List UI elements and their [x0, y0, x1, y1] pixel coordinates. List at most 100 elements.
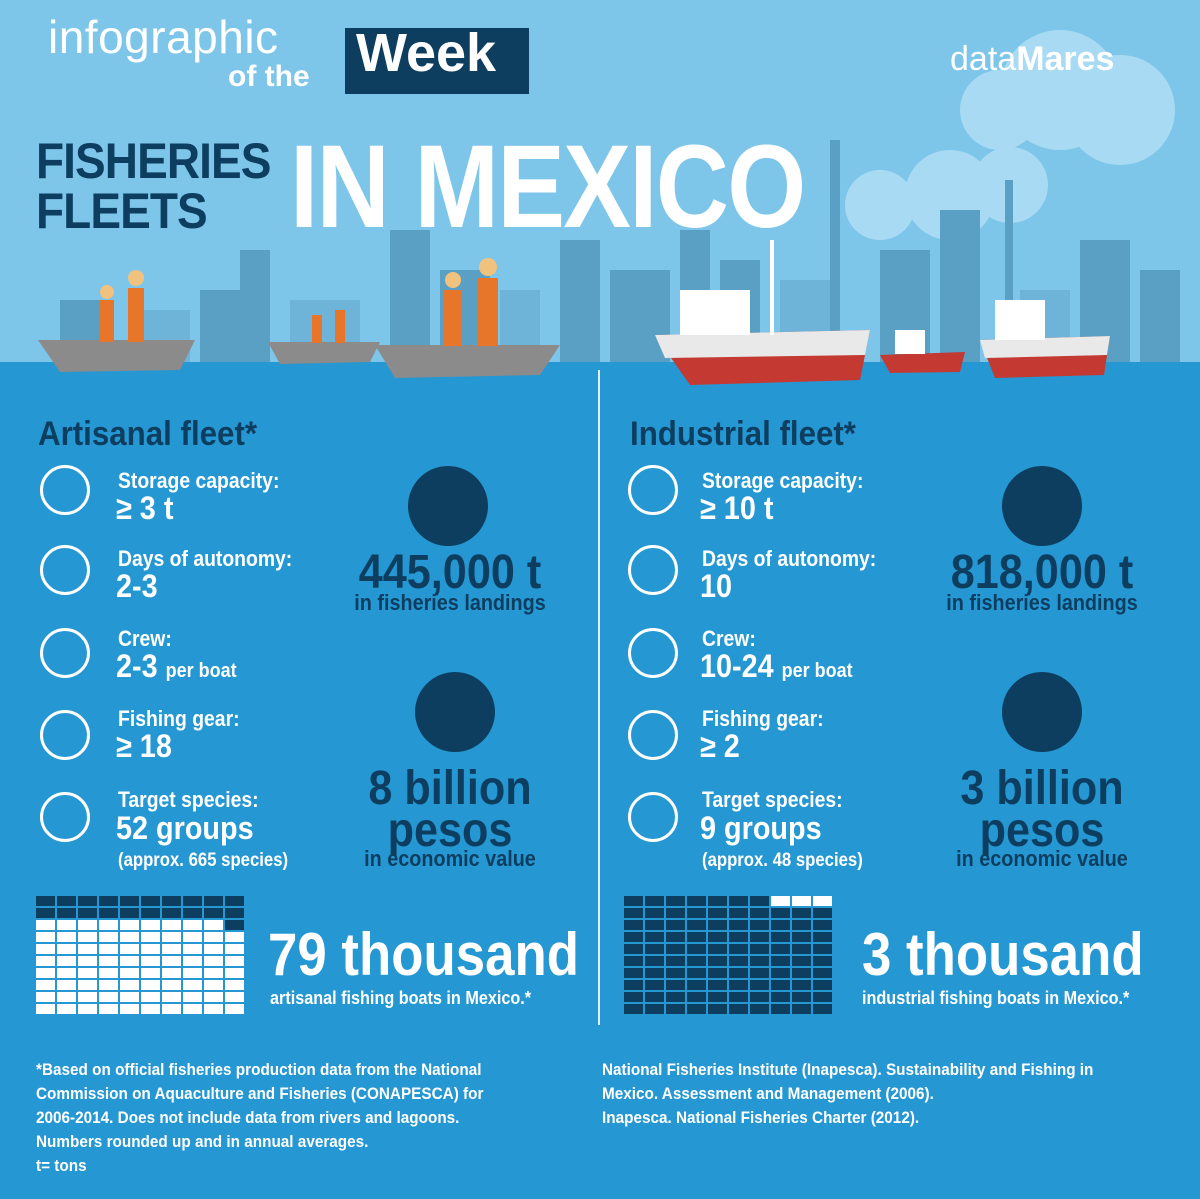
- boat-cell-empty: [771, 932, 790, 942]
- boat-cell-empty: [666, 1004, 685, 1014]
- boat-cell-filled: [78, 980, 97, 990]
- dollar-sign-icon: [415, 672, 495, 752]
- boat-cell-filled: [141, 956, 160, 966]
- boat-cell-filled: [57, 956, 76, 966]
- boat-cell-filled: [36, 980, 55, 990]
- brand-week-text: Week: [356, 23, 497, 83]
- boat-cell-empty: [645, 920, 664, 930]
- boat-cell-empty: [624, 896, 643, 906]
- boat-cell-empty: [162, 908, 181, 918]
- boat-cell-filled: [57, 920, 76, 930]
- boat-cell-empty: [813, 1004, 832, 1014]
- boat-cell-filled: [36, 1004, 55, 1014]
- boat-cell-empty: [729, 956, 748, 966]
- boat-cell-filled: [120, 956, 139, 966]
- boat-cell-filled: [141, 1004, 160, 1014]
- boat-cell-filled: [78, 956, 97, 966]
- boat-cell-empty: [645, 896, 664, 906]
- boat-cell-empty: [645, 1004, 664, 1014]
- boat-cell-filled: [141, 920, 160, 930]
- boat-cell-filled: [36, 944, 55, 954]
- artisanal-boats: [38, 258, 560, 378]
- boat-cell-empty: [666, 956, 685, 966]
- boat-cell-empty: [666, 944, 685, 954]
- boat-cell-empty: [771, 1004, 790, 1014]
- artisanal-species-label: Target species:: [118, 787, 259, 812]
- artisanal-economic-line2: pesos: [387, 804, 513, 857]
- industrial-crew-label: Crew:: [702, 626, 756, 651]
- boat-cell-filled: [141, 992, 160, 1002]
- artisanal-species-note: (approx. 665 species): [118, 850, 289, 871]
- footnote-left-line: t= tons: [36, 1156, 87, 1175]
- boat-cell-empty: [771, 920, 790, 930]
- boat-cell-empty: [792, 920, 811, 930]
- boat-cell-empty: [666, 932, 685, 942]
- boat-cell-empty: [183, 908, 202, 918]
- boat-cell-empty: [666, 980, 685, 990]
- boat-cell-empty: [708, 896, 727, 906]
- boat-cell-empty: [708, 1004, 727, 1014]
- boat-cell-empty: [750, 908, 769, 918]
- boat-cell-empty: [813, 980, 832, 990]
- boat-cell-empty: [750, 920, 769, 930]
- artisanal-boats-grid: [36, 896, 244, 1014]
- ship-wheel-icon: [628, 545, 678, 595]
- boat-cell-empty: [687, 920, 706, 930]
- boat-cell-empty: [750, 944, 769, 954]
- boat-cell-empty: [771, 956, 790, 966]
- boat-cell-empty: [771, 980, 790, 990]
- harbor-scene-illustration: [38, 30, 1180, 385]
- artisanal-economic-label: in economic value: [364, 846, 536, 871]
- industrial-boats: [655, 240, 1110, 385]
- boat-cell-empty: [750, 980, 769, 990]
- boat-cell-empty: [687, 932, 706, 942]
- industrial-storage-label: Storage capacity:: [702, 468, 864, 493]
- fisherman-icon: [628, 628, 678, 678]
- boat-cell-empty: [729, 920, 748, 930]
- boat-cell-empty: [750, 932, 769, 942]
- boat-cell-empty: [750, 1004, 769, 1014]
- boat-cell-empty: [666, 896, 685, 906]
- boat-cell-empty: [792, 944, 811, 954]
- boat-cell-filled: [78, 992, 97, 1002]
- boat-cell-filled: [225, 956, 244, 966]
- boat-cell-empty: [750, 896, 769, 906]
- boat-cell-filled: [120, 944, 139, 954]
- artisanal-economic-line1: 8 billion: [368, 762, 532, 815]
- footnote-right: National Fisheries Institute (Inapesca).…: [602, 1058, 1160, 1130]
- boat-cell-empty: [645, 980, 664, 990]
- industrial-boats-grid: [624, 896, 832, 1014]
- boat-cell-filled: [36, 968, 55, 978]
- boat-cell-filled: [141, 944, 160, 954]
- boat-cell-empty: [225, 920, 244, 930]
- logo-bold-text: Mares: [1016, 40, 1115, 78]
- boat-cell-filled: [204, 1004, 223, 1014]
- boat-cell-filled: [36, 932, 55, 942]
- boat-cell-filled: [183, 968, 202, 978]
- artisanal-storage-label: Storage capacity:: [118, 468, 280, 493]
- boat-cell-empty: [624, 944, 643, 954]
- boat-cell-empty: [792, 992, 811, 1002]
- target-crosshair-icon: [40, 792, 90, 842]
- boat-cell-empty: [729, 1004, 748, 1014]
- boat-cell-filled: [99, 920, 118, 930]
- boat-cell-empty: [99, 896, 118, 906]
- industrial-species-note: (approx. 48 species): [702, 850, 863, 871]
- boat-cell-filled: [99, 968, 118, 978]
- boat-cell-filled: [36, 920, 55, 930]
- boat-cell-filled: [162, 992, 181, 1002]
- industrial-crew-value: 10-24 per boat: [700, 648, 853, 685]
- fisherman-landings-icon: [408, 466, 488, 546]
- boat-cell-filled: [57, 980, 76, 990]
- boat-cell-empty: [729, 932, 748, 942]
- boat-cell-empty: [99, 908, 118, 918]
- boat-cell-empty: [624, 920, 643, 930]
- boat-cell-empty: [792, 980, 811, 990]
- boat-cell-filled: [99, 980, 118, 990]
- boat-cell-filled: [120, 992, 139, 1002]
- industrial-economic-line2: pesos: [979, 804, 1105, 857]
- artisanal-boats-value: 79 thousand: [268, 921, 579, 988]
- boat-cell-filled: [162, 944, 181, 954]
- boat-cell-filled: [183, 1004, 202, 1014]
- boat-cell-empty: [729, 980, 748, 990]
